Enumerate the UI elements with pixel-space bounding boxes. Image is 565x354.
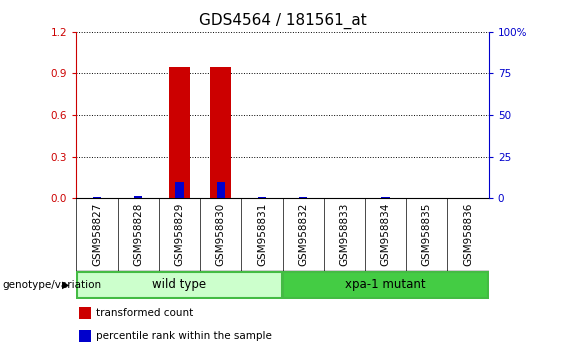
Text: GSM958836: GSM958836 — [463, 203, 473, 266]
Bar — [134, 196, 142, 198]
Text: GSM958830: GSM958830 — [216, 203, 225, 266]
Text: GSM958834: GSM958834 — [381, 203, 390, 266]
Text: transformed count: transformed count — [97, 308, 194, 318]
Text: GSM958828: GSM958828 — [133, 203, 143, 266]
Bar — [93, 197, 101, 198]
Text: GSM958832: GSM958832 — [298, 203, 308, 266]
Text: GSM958835: GSM958835 — [422, 203, 432, 266]
Bar — [79, 307, 91, 319]
Bar — [169, 67, 190, 198]
FancyBboxPatch shape — [77, 272, 282, 298]
Text: GSM958829: GSM958829 — [175, 203, 184, 266]
Text: GSM958827: GSM958827 — [92, 203, 102, 266]
Bar — [175, 182, 184, 198]
Bar — [258, 197, 266, 198]
Text: GSM958831: GSM958831 — [257, 203, 267, 266]
Bar — [381, 197, 390, 198]
Bar — [216, 182, 225, 198]
Text: xpa-1 mutant: xpa-1 mutant — [345, 278, 426, 291]
Text: genotype/variation: genotype/variation — [3, 280, 102, 290]
Text: GSM958833: GSM958833 — [340, 203, 349, 266]
Text: ▶: ▶ — [62, 280, 70, 290]
Text: percentile rank within the sample: percentile rank within the sample — [97, 331, 272, 341]
Bar — [299, 197, 307, 198]
Bar — [210, 67, 231, 198]
Text: GDS4564 / 181561_at: GDS4564 / 181561_at — [199, 12, 366, 29]
Bar — [79, 330, 91, 342]
Text: wild type: wild type — [153, 278, 206, 291]
FancyBboxPatch shape — [283, 272, 488, 298]
